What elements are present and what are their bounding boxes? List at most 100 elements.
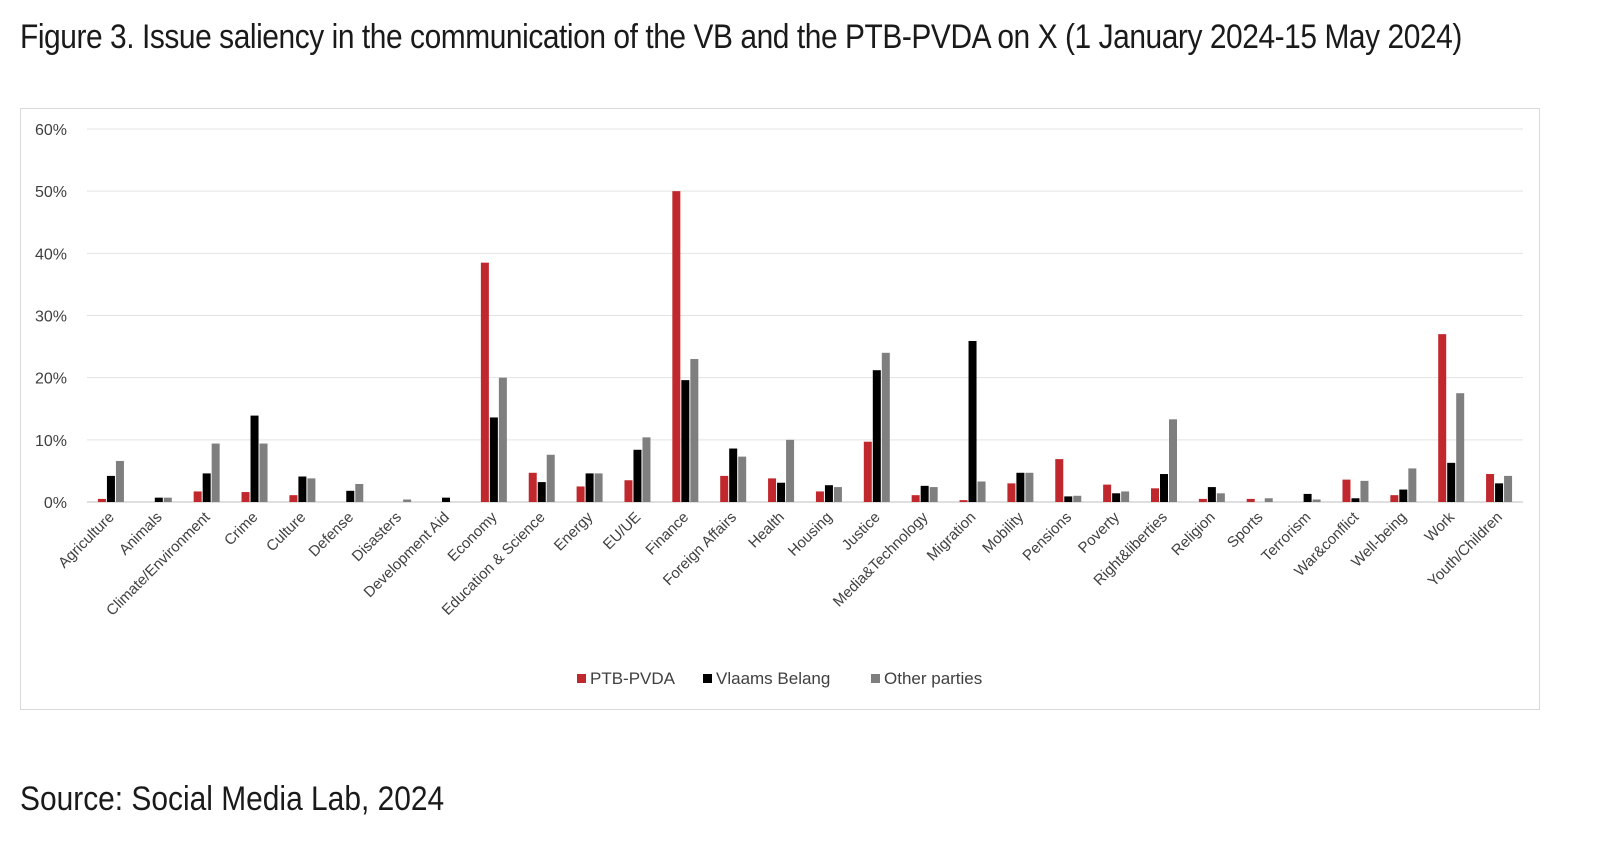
y-tick-label: 10%	[35, 433, 67, 450]
bar	[1390, 495, 1399, 502]
bar	[298, 476, 307, 502]
bar	[1207, 487, 1216, 502]
x-tick-label: Religion	[1168, 509, 1218, 559]
y-tick-label: 30%	[35, 309, 67, 326]
bar	[959, 500, 968, 502]
bar	[872, 370, 881, 502]
bar	[1007, 483, 1016, 502]
y-tick-label: 40%	[35, 246, 67, 263]
bar	[1016, 472, 1025, 502]
legend-swatch	[577, 674, 586, 683]
bar	[642, 437, 651, 502]
bar	[1342, 479, 1351, 502]
bar	[106, 475, 115, 502]
bar	[1103, 484, 1112, 502]
bar	[1408, 468, 1417, 502]
bar	[786, 439, 795, 502]
bar	[211, 443, 220, 502]
bar	[738, 456, 747, 502]
figure-title: Figure 3. Issue saliency in the communic…	[20, 18, 1462, 56]
bar	[1504, 475, 1513, 502]
y-tick-label: 50%	[35, 184, 67, 201]
bar	[97, 498, 106, 502]
bar	[929, 487, 938, 502]
gridlines	[87, 128, 1523, 503]
bar	[250, 415, 259, 502]
bar-chart: 0% 10% 20% 30% 40% 50% 60% AgricultureAnimalsC…	[35, 122, 1523, 688]
x-tick-label: Sports	[1224, 509, 1267, 552]
bar	[498, 377, 507, 502]
bar	[442, 497, 450, 502]
bar	[672, 191, 681, 502]
bar	[355, 483, 364, 502]
bar	[1064, 496, 1073, 502]
bar	[720, 475, 729, 502]
bar	[1246, 498, 1255, 502]
bar	[480, 262, 489, 502]
x-tick-label: Crime	[221, 509, 261, 549]
bar	[193, 491, 202, 502]
bar	[815, 491, 824, 502]
x-tick-label: Pensions	[1019, 509, 1075, 565]
bar	[1447, 462, 1456, 502]
x-tick-label: Culture	[263, 509, 309, 555]
bar	[594, 473, 603, 502]
bar	[1399, 489, 1408, 502]
bar	[307, 478, 316, 502]
legend: PTB-PVDA Vlaams Belang Other parties	[577, 669, 982, 688]
bar	[729, 448, 738, 502]
bar	[1360, 480, 1369, 502]
bar	[546, 454, 555, 502]
x-tick-label: Housing	[785, 509, 836, 560]
x-tick-label: Energy	[551, 508, 597, 554]
bar	[1160, 474, 1168, 502]
bar	[1264, 498, 1273, 502]
bar	[1456, 393, 1465, 502]
chart-frame: 0% 10% 20% 30% 40% 50% 60% Agriculture Animals C…	[20, 108, 1540, 710]
bar	[1438, 334, 1447, 502]
bar	[633, 449, 642, 502]
source-note: Source: Social Media Lab, 2024	[20, 780, 445, 818]
bar	[824, 485, 833, 502]
bar	[920, 485, 929, 502]
bar	[1198, 498, 1207, 502]
bar	[163, 497, 172, 502]
bar	[1169, 419, 1177, 502]
x-tick-label: Poverty	[1075, 508, 1123, 556]
x-tick-label: Agriculture	[55, 509, 118, 572]
bar	[1055, 459, 1064, 502]
bar	[911, 495, 920, 502]
legend-swatch	[703, 674, 712, 683]
x-tick-label: Migration	[924, 509, 980, 565]
bar	[863, 441, 872, 502]
y-tick-label: 60%	[35, 122, 67, 139]
bar	[346, 490, 355, 502]
bar	[403, 499, 412, 502]
legend-label: Other parties	[884, 669, 982, 688]
bar	[1495, 483, 1504, 502]
bars	[97, 191, 1513, 502]
legend-label: Vlaams Belang	[716, 669, 830, 688]
bar	[833, 487, 842, 502]
bar	[1351, 498, 1360, 502]
bar	[1025, 472, 1034, 502]
x-tick-label: Work	[1421, 508, 1458, 545]
bar	[681, 380, 690, 502]
bar	[1073, 495, 1082, 502]
bar	[881, 352, 890, 502]
y-axis-tick-labels: 0% 10% 20% 30% 40% 50% 60%	[35, 122, 67, 512]
legend-label: PTB-PVDA	[590, 669, 676, 688]
y-tick-label: 0%	[44, 495, 67, 512]
legend-swatch	[871, 674, 880, 683]
x-tick-label: Justice	[839, 509, 884, 554]
bar	[690, 359, 699, 502]
x-tick-label: Mobility	[979, 508, 1027, 556]
bar	[528, 472, 537, 502]
bar	[259, 443, 268, 502]
bar	[1312, 499, 1321, 502]
bar	[624, 480, 633, 502]
x-tick-label: EU/UE	[600, 509, 644, 553]
bar	[777, 482, 786, 502]
bar	[968, 340, 977, 502]
